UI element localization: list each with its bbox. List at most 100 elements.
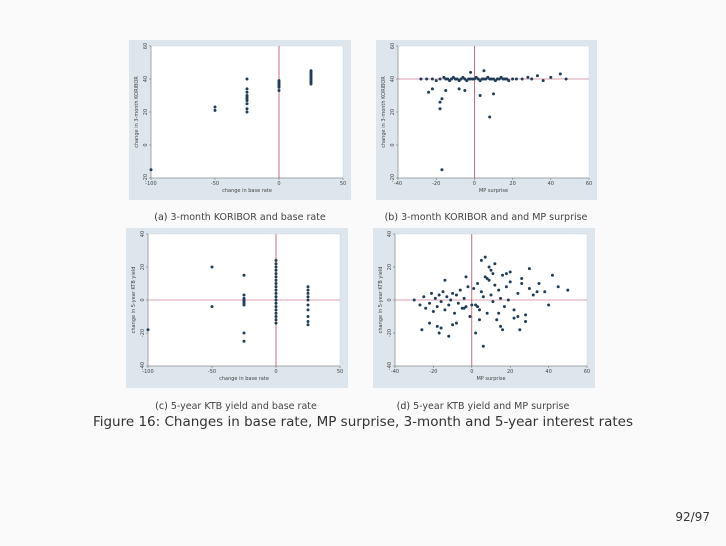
data-point (245, 110, 249, 114)
data-point (213, 108, 217, 112)
data-point (485, 311, 489, 315)
data-point (464, 275, 468, 279)
data-point (440, 97, 444, 101)
data-point (430, 77, 434, 81)
data-point (437, 331, 441, 335)
y-tick-label: 0 (390, 143, 396, 146)
data-point (213, 105, 217, 109)
data-point (531, 293, 535, 297)
data-point (435, 305, 439, 309)
data-point (447, 303, 451, 307)
subcaption-d-label: (d) (396, 401, 411, 412)
data-point (420, 328, 424, 332)
data-point (306, 308, 310, 312)
data-point (274, 258, 278, 262)
data-point (489, 293, 493, 297)
data-point (477, 308, 481, 312)
data-point (277, 79, 281, 83)
x-tick-label: -40 (391, 369, 399, 375)
data-point (547, 303, 551, 307)
x-tick-label: -40 (394, 181, 402, 187)
data-point (428, 321, 432, 325)
data-point (245, 107, 249, 111)
data-point (483, 255, 487, 259)
data-point (462, 306, 466, 310)
data-point (274, 311, 278, 315)
data-point (508, 280, 512, 284)
data-point (242, 293, 246, 297)
data-point (495, 318, 499, 322)
data-point (524, 313, 528, 317)
data-point (520, 77, 524, 81)
subcaption-b: (b) 3-month KORIBOR and and MP surprise (366, 212, 606, 223)
data-point (487, 265, 491, 269)
data-point (422, 295, 426, 299)
data-point (306, 285, 310, 289)
data-point (149, 168, 153, 172)
panel-c: -100 -50 0 50 -40 -20 0 20 40 change in base rate… (126, 228, 348, 388)
data-point (468, 315, 472, 318)
data-point (453, 311, 457, 315)
data-point (274, 318, 278, 322)
data-point (511, 77, 515, 81)
data-point (424, 306, 428, 310)
data-point (493, 283, 497, 287)
subcaption-d-text: 5-year KTB yield and MP surprise (413, 401, 570, 412)
y-axis-label: change in 3-month KORIBOR (134, 76, 140, 148)
data-point (527, 267, 531, 271)
data-point (433, 296, 437, 300)
data-point (462, 296, 466, 300)
y-tick-label: 0 (143, 143, 149, 146)
data-point (274, 282, 278, 285)
data-point (245, 77, 249, 81)
data-point (309, 75, 313, 79)
x-tick-label: -100 (145, 181, 156, 187)
data-point (508, 270, 512, 274)
data-point (492, 92, 495, 96)
y-tick-label: 40 (140, 231, 146, 237)
data-point (566, 288, 570, 292)
data-point (277, 89, 281, 93)
data-point (481, 295, 485, 299)
data-point (526, 75, 530, 79)
data-point (443, 278, 447, 282)
data-point (514, 77, 518, 81)
data-point (524, 319, 528, 323)
data-point (441, 290, 445, 294)
chart-d: -40 -20 0 20 40 60 -40 -20 0 20 40 MP surprise chang… (378, 231, 590, 382)
data-point (434, 79, 438, 83)
page-number: 92/97 (675, 510, 710, 524)
data-point (245, 90, 249, 94)
data-point (438, 107, 442, 111)
data-point (245, 97, 249, 101)
data-point (274, 285, 278, 289)
data-point (454, 293, 458, 297)
data-point (437, 293, 441, 297)
data-point (443, 308, 447, 312)
y-tick-label: 20 (387, 264, 393, 270)
data-point (306, 323, 310, 327)
x-tick-label: -20 (429, 369, 437, 375)
y-tick-label: 40 (143, 76, 149, 82)
data-point (419, 77, 423, 81)
data-point (274, 268, 278, 272)
data-point (478, 94, 482, 97)
data-point (274, 305, 278, 309)
x-tick-label: -50 (211, 181, 219, 187)
data-point (470, 303, 474, 307)
x-tick-label: 0 (473, 181, 476, 187)
data-point (497, 311, 501, 315)
panel-b: -40 -20 0 20 40 60 -20 0 20 40 60 MP surprise change… (376, 40, 597, 200)
x-tick-label: 0 (277, 181, 280, 187)
data-point (564, 77, 568, 81)
chart-c: -100 -50 0 50 -40 -20 0 20 40 change in base rate… (131, 231, 343, 382)
data-point (439, 326, 443, 330)
subcaption-a-text: 3-month KORIBOR and base rate (170, 212, 326, 223)
y-axis-label: change in 5-year KTB yield (378, 267, 384, 334)
x-tick-label: 20 (507, 369, 513, 375)
data-point (550, 273, 554, 277)
data-point (476, 305, 480, 309)
data-point (518, 328, 522, 332)
x-tick-label: -50 (208, 369, 216, 375)
data-point (418, 303, 422, 307)
